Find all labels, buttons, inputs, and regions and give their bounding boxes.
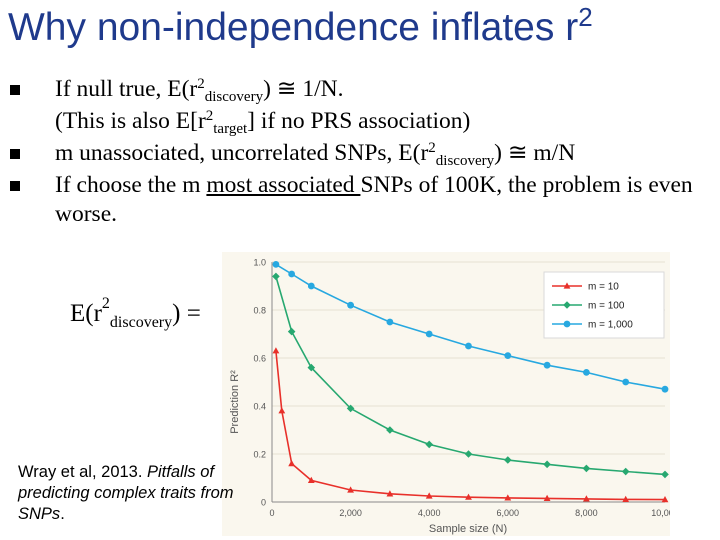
y-tick-label: 0 — [261, 498, 266, 508]
underlined-text: most associated — [206, 172, 361, 198]
y-axis-label: Prediction R² — [229, 370, 241, 434]
subscript: discovery — [435, 153, 495, 169]
superscript: 2 — [428, 140, 436, 156]
bullet-null-true: If null true, E(r2discovery) ≅ 1/N. (Thi… — [10, 75, 710, 139]
subscript: discovery — [204, 89, 264, 105]
series-line-1 — [275, 276, 666, 476]
bullet-square-icon — [10, 149, 20, 159]
bullet-m-unassociated: m unassociated, uncorrelated SNPs, E(r2d… — [10, 139, 710, 171]
data-point — [661, 385, 669, 393]
data-point — [386, 426, 394, 434]
data-point — [288, 270, 296, 278]
bullet-text: If null true, E(r — [55, 76, 198, 102]
data-point — [622, 378, 630, 386]
y-tick-label: 1.0 — [253, 258, 266, 268]
prediction-chart: 0 0.2 0.4 0.6 0.8 1.0 0 2,000 4,000 6,000 8,000 10… — [222, 252, 670, 536]
x-tick-label: 8,000 — [575, 508, 598, 518]
y-tick-labels: 0 0.2 0.4 0.6 0.8 1.0 — [253, 258, 266, 508]
legend: m = 10 m = 100 m = 1,000 — [543, 271, 665, 339]
data-point — [583, 495, 590, 502]
data-point — [425, 440, 433, 449]
data-point — [661, 496, 669, 503]
data-point — [272, 261, 280, 268]
data-point — [543, 460, 551, 469]
bullet-text: ) ≅ 1/N. — [263, 76, 344, 102]
x-tick-label: 2,000 — [339, 508, 362, 518]
data-point — [287, 327, 296, 336]
bullet-most-associated: If choose the m most associated SNPs of … — [10, 171, 710, 229]
bullet-text: m unassociated, uncorrelated SNPs, E(r — [55, 140, 429, 166]
bullet-text: ] if no PRS association) — [247, 108, 471, 134]
y-tick-label: 0.8 — [253, 306, 266, 316]
citation-title: Pitfalls of predicting complex traits fr… — [18, 463, 234, 523]
bullet-text: If choose the m — [55, 172, 207, 198]
data-point — [563, 320, 571, 328]
data-point — [582, 464, 591, 473]
citation: Wray et al, 2013. Pitfalls of predicting… — [18, 462, 236, 525]
data-point — [504, 456, 512, 464]
slide-title: Why non-independence inflates r2 — [8, 2, 593, 50]
x-tick-label: 6,000 — [497, 508, 520, 518]
data-point — [543, 494, 551, 501]
data-point — [563, 282, 571, 289]
x-tick-label: 0 — [269, 508, 274, 518]
data-point — [278, 407, 286, 414]
y-tick-label: 0.6 — [253, 354, 266, 364]
subscript: discovery — [109, 314, 173, 331]
data-point — [347, 486, 354, 493]
data-point — [425, 330, 433, 338]
legend-label: m = 1,000 — [588, 320, 633, 331]
title-superscript: 2 — [578, 2, 593, 32]
bullet-text: (This is also E[r — [55, 108, 206, 134]
superscript: 2 — [205, 108, 214, 124]
superscript: 2 — [101, 295, 110, 312]
x-tick-label: 4,000 — [418, 508, 441, 518]
data-point — [272, 347, 280, 354]
formula-text: E(r — [70, 300, 102, 327]
x-tick-label: 10,000 — [651, 508, 670, 518]
citation-punct: . — [60, 505, 65, 523]
legend-label: m = 100 — [588, 301, 625, 312]
bullet-text: SNPs of 100K, the problem is even worse. — [55, 172, 693, 227]
data-point — [465, 342, 472, 350]
legend-label: m = 10 — [588, 282, 619, 293]
data-point — [621, 467, 630, 476]
series-line-2 — [275, 263, 666, 390]
data-point — [504, 352, 512, 359]
data-point — [465, 493, 472, 500]
data-point — [622, 495, 630, 502]
bullet-list: If null true, E(r2discovery) ≅ 1/N. (Thi… — [10, 75, 710, 229]
data-point — [386, 318, 394, 326]
formula-text: ) = — [172, 300, 201, 327]
data-point — [583, 369, 590, 376]
x-tick-labels: 0 2,000 4,000 6,000 8,000 10,000 — [269, 508, 670, 518]
data-point — [346, 404, 355, 413]
data-point — [288, 460, 296, 467]
y-tick-label: 0.2 — [253, 450, 266, 460]
bullet-square-icon — [10, 85, 20, 95]
data-point — [386, 490, 394, 497]
data-point — [504, 494, 512, 501]
superscript: 2 — [197, 76, 205, 92]
data-point — [347, 301, 354, 309]
data-point — [464, 450, 473, 458]
x-axis-label: Sample size (N) — [429, 523, 507, 535]
bullet-text: ) ≅ m/N — [494, 140, 576, 166]
data-point — [307, 476, 315, 483]
data-point — [307, 282, 315, 290]
data-point — [425, 492, 433, 499]
formula: E(r2 discovery) = — [70, 295, 201, 331]
y-tick-label: 0.4 — [253, 402, 266, 412]
citation-authors: Wray et al, 2013. — [18, 463, 148, 481]
data-point — [543, 361, 551, 369]
bullet-square-icon — [10, 181, 20, 191]
subscript: target — [213, 121, 248, 137]
title-text: Why non-independence inflates r — [8, 6, 579, 49]
